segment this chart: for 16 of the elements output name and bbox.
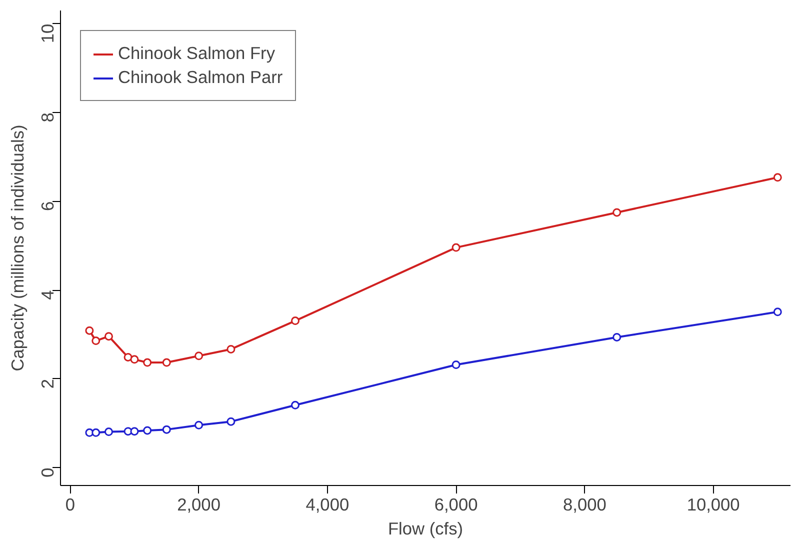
y-tick-label: 2 (38, 378, 58, 389)
x-tick-label: 4,000 (306, 494, 350, 514)
y-tick-label: 0 (38, 468, 58, 478)
x-tick-label: 6,000 (434, 494, 478, 514)
x-tick-label: 2,000 (177, 494, 220, 514)
x-tick-label: 8,000 (563, 494, 606, 514)
legend-label: Chinook Salmon Parr (118, 67, 283, 88)
x-tick-label: 10,000 (686, 494, 740, 514)
y-tick-label: 10 (38, 24, 58, 44)
y-tick-label: 6 (38, 201, 58, 212)
y-tick-label: 4 (38, 290, 58, 300)
legend-label: Chinook Salmon Fry (118, 43, 275, 64)
x-axis-title: Flow (cfs) (388, 518, 464, 538)
y-axis-title: Capacity (millions of individuals) (8, 124, 28, 372)
y-tick-label: 8 (38, 112, 58, 122)
x-tick-label: 0 (65, 494, 75, 514)
